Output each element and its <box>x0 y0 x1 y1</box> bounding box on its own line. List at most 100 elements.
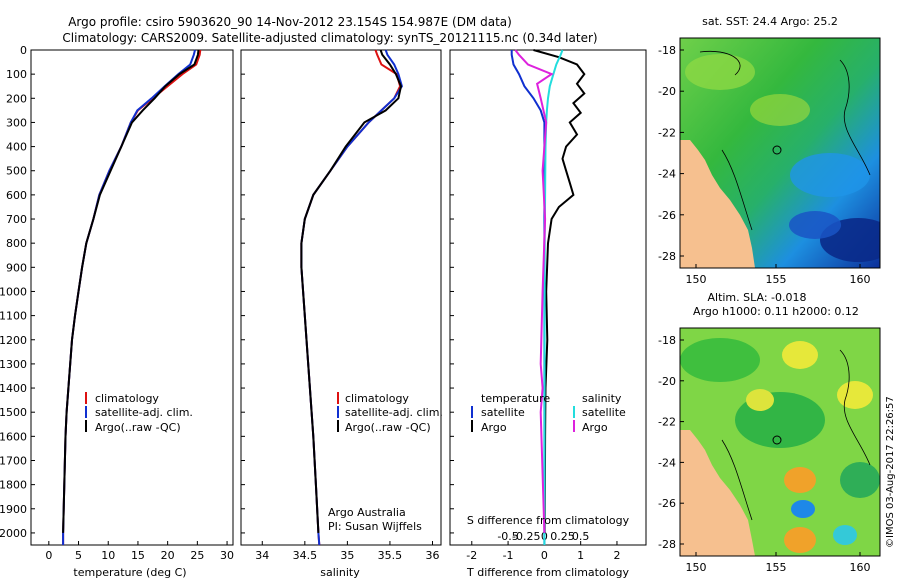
sst-map: sat. SST: 24.4 Argo: 25.2 150 155 160 -18 -2… <box>658 15 881 286</box>
series-argo-raw-qc- <box>62 49 200 533</box>
map-x-tick-label: 160 <box>850 273 871 286</box>
x-tick-label: 5 <box>75 549 82 562</box>
depth-tick-label: 1900 <box>0 503 27 516</box>
sla-map-frame <box>679 327 881 557</box>
x-tick-label: -1 <box>503 549 514 562</box>
difference-panel: -2 -1 0 1 2-0.5-0.25 0 0.250.5 S difference fr… <box>449 49 647 579</box>
x-tick-label: 35 <box>340 549 354 562</box>
temperature-axes-frame <box>30 49 234 546</box>
legend-label-argo: Argo(..raw -QC) <box>95 421 181 434</box>
map-x-tick-label: 160 <box>850 561 871 574</box>
series-salinity-argo <box>514 49 554 533</box>
depth-tick-label: 600 <box>6 189 27 202</box>
sst-map-title: sat. SST: 24.4 Argo: 25.2 <box>702 15 838 28</box>
sst-land-australia <box>680 140 755 268</box>
depth-tick-label: 1700 <box>0 454 27 467</box>
imos-timestamp: ©IMOS 03-Aug-2017 22:26:57 <box>885 396 896 548</box>
sla-patch-orange-2 <box>784 527 816 553</box>
x-tick-label: 1 <box>577 549 584 562</box>
sla-patch-orange <box>784 467 816 493</box>
map-x-tick-label: 155 <box>766 273 787 286</box>
sla-patch-yellow-2 <box>837 381 873 409</box>
difference-axes-frame <box>449 49 647 546</box>
x-tick-label: 36 <box>425 549 439 562</box>
sla-patch-green <box>680 338 760 382</box>
map-y-tick-label: -24 <box>658 456 676 469</box>
sla-map-title-2: Argo h1000: 0.11 h2000: 0.12 <box>693 305 859 318</box>
sla-patch-yellow-3 <box>746 389 774 411</box>
difference-xlabel-t: T difference from climatology <box>466 566 629 579</box>
sla-patch-yellow <box>782 341 818 369</box>
map-y-tick-label: -26 <box>658 209 676 222</box>
sst-cold-patch <box>790 153 870 197</box>
temperature-legend: climatology satellite-adj. clim. Argo(..… <box>85 392 193 434</box>
depth-tick-label: 900 <box>6 261 27 274</box>
legend-title-temperature: temperature <box>481 392 550 405</box>
x-tick-label: 10 <box>101 549 115 562</box>
difference-legend: temperature satellite Argo salinity sate… <box>471 392 626 434</box>
x-tick-label: 0 <box>45 549 52 562</box>
depth-tick-label: 0 <box>20 44 27 57</box>
x-tick-label: -2 <box>466 549 477 562</box>
series-temperature-satellite <box>510 50 546 545</box>
x-tick-label: 34 <box>255 549 269 562</box>
salinity-legend: climatology satellite-adj. clim. Argo(..… <box>337 392 443 434</box>
x-tick-label: 15 <box>131 549 145 562</box>
map-y-tick-label: -26 <box>658 497 676 510</box>
depth-tick-label: 1300 <box>0 358 27 371</box>
legend-label-temp-argo: Argo <box>481 421 507 434</box>
map-x-tick-label: 155 <box>766 561 787 574</box>
figure-title-line2: Climatology: CARS2009. Satellite-adjuste… <box>62 31 597 45</box>
series-argo-raw-qc- <box>300 49 403 533</box>
sst-warm-patch <box>685 54 755 90</box>
s-tick-label: 0.25 <box>550 530 575 543</box>
difference-xlabel-s: S difference from climatology <box>467 514 630 527</box>
sla-patch-green-3 <box>840 462 880 498</box>
map-y-tick-label: -24 <box>658 168 676 181</box>
depth-tick-label: 100 <box>6 68 27 81</box>
legend-label-sal-argo: Argo <box>582 421 608 434</box>
depth-tick-label: 1800 <box>0 479 27 492</box>
sla-map-title-1: Altim. SLA: -0.018 <box>707 291 806 304</box>
depth-tick-label: 200 <box>6 92 27 105</box>
sla-land-australia <box>680 430 755 556</box>
series-satellite-adj-clim- <box>62 49 196 545</box>
sla-map: Altim. SLA: -0.018 Argo h1000: 0.11 h200… <box>658 291 881 574</box>
depth-tick-label: 1500 <box>0 406 27 419</box>
s-tick-label: -0.25 <box>512 530 540 543</box>
legend-label-satellite: satellite-adj. clim. <box>95 406 193 419</box>
sst-map-frame <box>679 37 881 269</box>
sst-cold-core-2 <box>789 211 841 239</box>
legend-label-sal-satellite: satellite <box>582 406 626 419</box>
sla-patch-cyan <box>833 525 857 545</box>
legend-label-satellite: satellite-adj. clim. <box>345 406 443 419</box>
legend-label-argo: Argo(..raw -QC) <box>345 421 431 434</box>
legend-label-temp-satellite: satellite <box>481 406 525 419</box>
depth-tick-label: 1200 <box>0 334 27 347</box>
x-tick-label: 2 <box>613 549 620 562</box>
sst-contour <box>699 50 871 231</box>
depth-tick-label: 1100 <box>0 310 27 323</box>
temperature-xlabel: temperature (deg C) <box>73 566 186 579</box>
series-climatology <box>300 49 402 546</box>
depth-tick-label: 500 <box>6 165 27 178</box>
map-y-tick-label: -22 <box>658 126 676 139</box>
legend-title-salinity: salinity <box>582 392 622 405</box>
series-temperature-argo <box>533 49 586 533</box>
x-tick-label: 20 <box>161 549 175 562</box>
x-tick-label: 30 <box>220 549 234 562</box>
x-tick-label: 25 <box>190 549 204 562</box>
depth-tick-label: 300 <box>6 116 27 129</box>
figure-title-line1: Argo profile: csiro 5903620_90 14-Nov-20… <box>68 15 512 29</box>
legend-label-climatology: climatology <box>345 392 409 405</box>
sla-argo-position <box>772 435 782 445</box>
depth-tick-label: 800 <box>6 237 27 250</box>
map-y-tick-label: -18 <box>658 44 676 57</box>
map-y-tick-label: -20 <box>658 85 676 98</box>
sla-contour <box>721 349 871 521</box>
depth-tick-label: 700 <box>6 213 27 226</box>
map-y-tick-label: -20 <box>658 375 676 388</box>
x-tick-label: 34.5 <box>293 549 318 562</box>
map-y-tick-label: -18 <box>658 334 676 347</box>
